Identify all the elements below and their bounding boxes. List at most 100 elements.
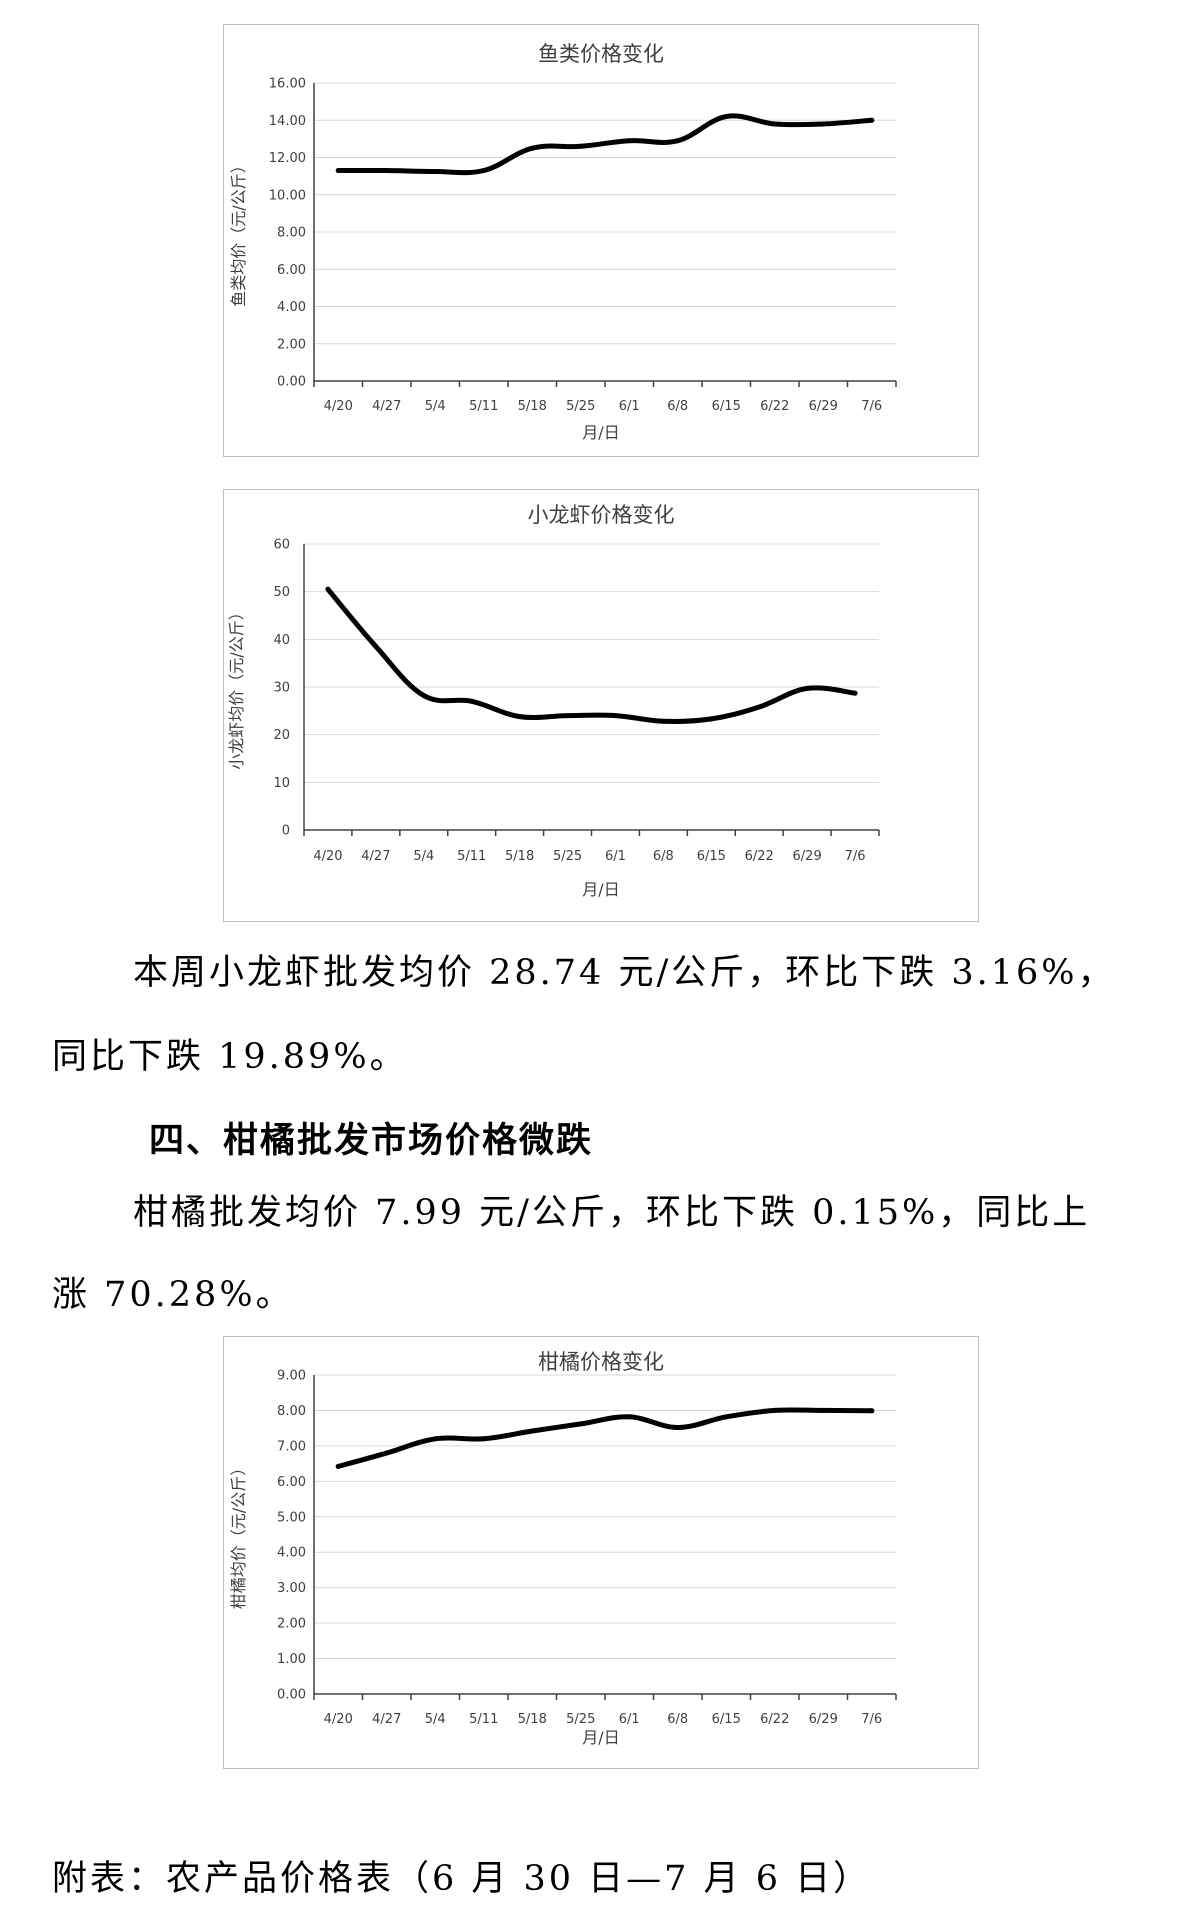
citrus-summary-line1: 柑橘批发均价 7.99 元/公斤，环比下跌 0.15%，同比上	[133, 1193, 1091, 1233]
fish-y-tick-label: 0.00	[277, 375, 306, 390]
fish-data-point	[772, 121, 778, 127]
citrus-data-point	[820, 1407, 826, 1413]
fish-data-point	[335, 168, 341, 174]
crayfish-x-tick-label: 5/11	[457, 849, 486, 864]
crayfish-data-point	[469, 698, 475, 704]
crayfish-data-point	[565, 713, 571, 719]
citrus-data-point	[335, 1463, 341, 1469]
citrus-x-tick-label: 6/8	[667, 1712, 688, 1727]
fish-y-tick-label: 14.00	[269, 114, 306, 129]
crayfish-x-tick-label: 5/18	[505, 849, 534, 864]
fish-chart-title: 鱼类价格变化	[538, 42, 664, 66]
crayfish-x-tick-label: 5/25	[553, 849, 582, 864]
fish-data-point	[626, 138, 632, 144]
citrus-y-tick-label: 5.00	[277, 1510, 306, 1525]
fish-x-tick-label: 5/25	[566, 399, 595, 414]
citrus-data-point	[675, 1424, 681, 1430]
fish-x-tick-label: 6/22	[760, 399, 789, 414]
crayfish-data-point	[517, 714, 523, 720]
crayfish-y-tick-label: 40	[273, 633, 290, 648]
fish-x-tick-label: 4/20	[324, 399, 353, 414]
crayfish-x-axis-label: 月/日	[582, 880, 619, 899]
crayfish-y-tick-label: 30	[273, 681, 290, 696]
crayfish-price-chart-svg: 小龙虾价格变化 0 10 20 30 40 50 60 4/20 4/27 5/4 5/11 5/18 5…	[227, 503, 880, 899]
citrus-x-tick-label: 5/4	[425, 1712, 446, 1727]
fish-y-tick-label: 2.00	[277, 337, 306, 352]
crayfish-summary-line2: 同比下跌 19.89%。	[52, 1037, 408, 1077]
citrus-data-point	[481, 1436, 487, 1442]
crayfish-x-tick-label: 6/22	[745, 849, 774, 864]
fish-price-chart: 鱼类价格变化 0.00 2.00 4.00 6.00 8.00 10.00 12.00 14.0…	[223, 24, 979, 457]
crayfish-y-axis-label: 小龙虾均价（元/公斤）	[227, 604, 246, 769]
crayfish-y-tick-label: 10	[273, 776, 290, 791]
citrus-data-point	[578, 1421, 584, 1427]
fish-y-tick-label: 10.00	[269, 188, 306, 203]
fish-data-point	[432, 168, 438, 174]
citrus-price-chart-svg: 柑橘价格变化 0.00 1.00 2.00 3.00 4.00 5.00 6.00 7.00 8.…	[229, 1350, 897, 1747]
fish-x-tick-label: 6/1	[619, 399, 640, 414]
fish-x-tick-label: 5/4	[425, 399, 446, 414]
citrus-chart-title: 柑橘价格变化	[538, 1350, 664, 1374]
crayfish-x-tick-label: 6/29	[793, 849, 822, 864]
citrus-y-tick-label: 6.00	[277, 1475, 306, 1490]
crayfish-data-point	[421, 693, 427, 699]
crayfish-data-point	[708, 716, 714, 722]
citrus-summary-line2: 涨 70.28%。	[52, 1275, 294, 1315]
citrus-y-tick-label: 1.00	[277, 1652, 306, 1667]
crayfish-chart-title: 小龙虾价格变化	[528, 503, 675, 527]
crayfish-data-point	[660, 718, 666, 724]
fish-y-tick-label: 8.00	[277, 226, 306, 241]
citrus-x-tick-label: 6/15	[712, 1712, 741, 1727]
crayfish-x-tick-label: 6/1	[605, 849, 626, 864]
section-heading-citrus: 四、柑橘批发市场价格微跌	[149, 1121, 594, 1161]
crayfish-y-tick-label: 0	[282, 824, 290, 839]
fish-data-point	[578, 143, 584, 149]
fish-y-axis-label: 鱼类均价（元/公斤）	[229, 157, 248, 306]
citrus-data-point	[626, 1414, 632, 1420]
crayfish-price-chart: 小龙虾价格变化 0 10 20 30 40 50 60 4/20 4/27 5/4 5/11 5/18 5…	[223, 489, 979, 922]
citrus-y-tick-label: 0.00	[277, 1688, 306, 1703]
crayfish-y-tick-label: 50	[273, 585, 290, 600]
fish-y-tick-label: 12.00	[269, 151, 306, 166]
fish-data-point	[820, 121, 826, 127]
fish-y-tick-label: 4.00	[277, 300, 306, 315]
crayfish-x-tick-label: 7/6	[845, 849, 866, 864]
fish-data-point	[869, 117, 875, 123]
citrus-y-tick-label: 2.00	[277, 1617, 306, 1632]
fish-x-tick-label: 6/8	[667, 399, 688, 414]
citrus-x-tick-label: 6/22	[760, 1712, 789, 1727]
fish-x-tick-label: 5/18	[518, 399, 547, 414]
crayfish-data-point	[325, 586, 331, 592]
crayfish-x-tick-label: 4/27	[361, 849, 390, 864]
citrus-x-tick-label: 6/29	[809, 1712, 838, 1727]
crayfish-data-point	[373, 643, 379, 649]
fish-data-point	[675, 138, 681, 144]
citrus-x-tick-label: 5/25	[566, 1712, 595, 1727]
fish-x-tick-label: 4/27	[372, 399, 401, 414]
fish-data-point	[723, 114, 729, 120]
crayfish-data-point	[804, 685, 810, 691]
fish-price-line	[335, 113, 875, 176]
fish-data-point	[481, 168, 487, 174]
fish-x-axis-label: 月/日	[582, 423, 619, 442]
fish-data-point	[384, 168, 390, 174]
crayfish-summary-line1: 本周小龙虾批发均价 28.74 元/公斤，环比下跌 3.16%，	[133, 953, 1116, 993]
fish-x-tick-label: 5/11	[469, 399, 498, 414]
citrus-x-tick-label: 6/1	[619, 1712, 640, 1727]
citrus-x-tick-label: 5/18	[518, 1712, 547, 1727]
citrus-y-tick-label: 4.00	[277, 1546, 306, 1561]
citrus-price-line	[335, 1407, 875, 1469]
citrus-data-point	[384, 1450, 390, 1456]
citrus-y-tick-label: 3.00	[277, 1581, 306, 1596]
citrus-data-point	[529, 1428, 535, 1434]
fish-data-point	[529, 145, 535, 151]
fish-price-chart-svg: 鱼类价格变化 0.00 2.00 4.00 6.00 8.00 10.00 12.00 14.0…	[229, 42, 897, 442]
crayfish-x-tick-label: 5/4	[413, 849, 434, 864]
crayfish-price-line	[325, 586, 858, 725]
citrus-y-tick-label: 9.00	[277, 1369, 306, 1384]
citrus-x-tick-label: 5/11	[469, 1712, 498, 1727]
citrus-x-tick-label: 4/20	[324, 1712, 353, 1727]
crayfish-x-tick-label: 6/8	[653, 849, 674, 864]
appendix-note: 附表：农产品价格表（6 月 30 日—7 月 6 日）	[52, 1859, 872, 1899]
fish-x-tick-label: 6/29	[809, 399, 838, 414]
